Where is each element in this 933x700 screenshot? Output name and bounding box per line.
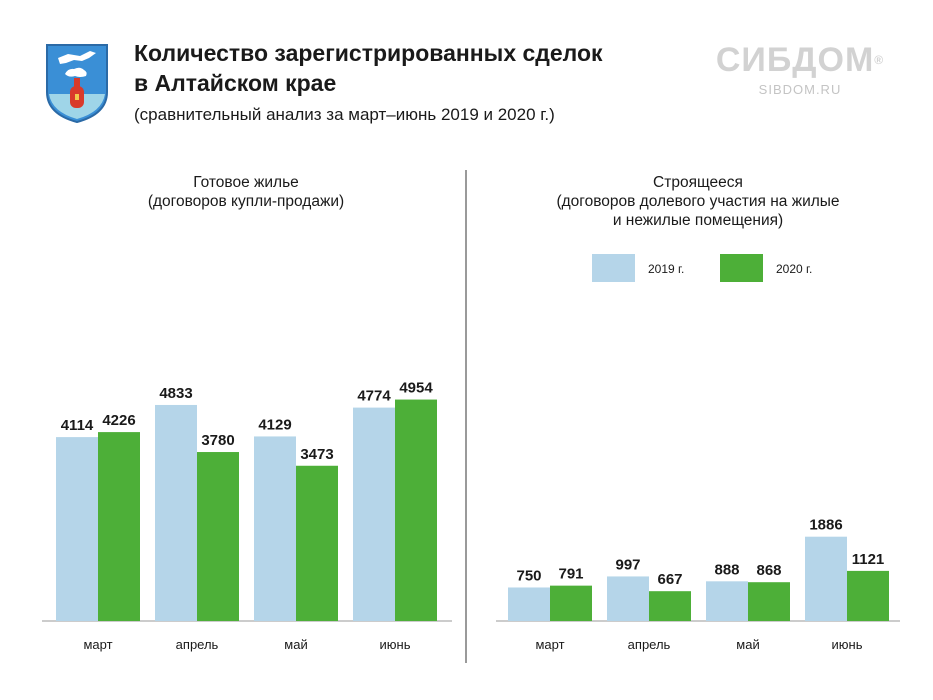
panel-title-construction-line-1: Строящееся	[653, 174, 743, 191]
panel-title-construction-line-2: (договоров долевого участия на жилые	[556, 193, 840, 210]
bar-construction-2-2019	[706, 581, 748, 621]
x-tick-label-construction-3: июнь	[832, 637, 863, 652]
data-label-construction-1-2020: 667	[657, 571, 682, 588]
legend-swatch-2020	[720, 254, 763, 282]
data-label-construction-2-2020: 868	[756, 562, 781, 579]
bar-construction-3-2020	[847, 570, 889, 621]
bar-construction-2-2020	[748, 582, 790, 621]
title-line-2: в Алтайском крае	[134, 70, 337, 96]
data-label-ready-0-2020: 4226	[102, 412, 135, 429]
brand-site: SIBDOM.RU	[758, 82, 842, 97]
data-label-construction-2-2019: 888	[714, 561, 739, 578]
bar-ready-2-2019	[254, 436, 296, 621]
data-label-ready-0-2019: 4114	[61, 417, 94, 434]
brand-logo: СИБДОМ® SIBDOM.RU	[700, 42, 900, 97]
brand-registered-mark: ®	[874, 53, 885, 67]
bar-construction-1-2020	[649, 591, 691, 621]
brand-name: СИБДОМ®	[700, 42, 900, 78]
altai-coat-of-arms-icon	[46, 44, 108, 124]
x-tick-label-construction-0: март	[535, 637, 564, 652]
panel-title-ready-line-1: Готовое жилье	[193, 174, 299, 191]
panel-divider	[465, 170, 467, 663]
panel-title-construction-line-3: и нежилые помещения)	[612, 212, 784, 229]
x-tick-label-ready-2: май	[284, 637, 307, 652]
bar-ready-0-2019	[56, 437, 98, 621]
bar-ready-2-2020	[296, 465, 338, 621]
data-label-ready-3-2019: 4774	[357, 388, 391, 405]
data-label-ready-2-2019: 4129	[258, 416, 291, 433]
bar-ready-3-2020	[395, 399, 437, 621]
title-line-1: Количество зарегистрированных сделок	[134, 40, 603, 66]
legend-swatch-2019	[592, 254, 635, 282]
panel-title-under-construction: Строящееся (договоров долевого участия н…	[508, 173, 888, 230]
data-label-construction-3-2019: 1886	[809, 517, 842, 534]
bar-construction-3-2019	[805, 536, 847, 621]
bar-ready-0-2020	[98, 432, 140, 621]
brand-name-text: СИБДОМ	[715, 41, 875, 79]
bar-construction-0-2019	[508, 587, 550, 621]
x-tick-label-construction-2: май	[736, 637, 759, 652]
data-label-ready-1-2019: 4833	[159, 385, 192, 402]
x-tick-label-construction-1: апрель	[628, 637, 671, 652]
bar-ready-1-2019	[155, 404, 197, 621]
bar-construction-0-2020	[550, 585, 592, 621]
x-tick-label-ready-1: апрель	[176, 637, 219, 652]
data-label-ready-2-2020: 3473	[300, 446, 333, 463]
legend-label-2019: 2019 г.	[648, 262, 685, 276]
panel-title-ready-housing: Готовое жилье (договоров купли-продажи)	[96, 173, 396, 211]
bar-construction-1-2019	[607, 576, 649, 621]
chart-title: Количество зарегистрированных сделок в А…	[134, 38, 654, 98]
data-label-construction-0-2020: 791	[558, 566, 583, 583]
data-label-ready-1-2020: 3780	[201, 432, 234, 449]
data-label-construction-3-2020: 1121	[852, 551, 885, 568]
chart-subtitle: (сравнительный анализ за март–июнь 2019 …	[134, 105, 555, 124]
data-label-construction-0-2019: 750	[516, 567, 541, 584]
data-label-ready-3-2020: 4954	[399, 380, 433, 397]
x-tick-label-ready-0: март	[83, 637, 112, 652]
bar-ready-3-2019	[353, 407, 395, 621]
x-tick-label-ready-3: июнь	[380, 637, 411, 652]
data-label-construction-1-2019: 997	[615, 556, 640, 573]
panel-title-ready-line-2: (договоров купли-продажи)	[147, 193, 345, 210]
legend-label-2020: 2020 г.	[776, 262, 813, 276]
bar-ready-1-2020	[197, 452, 239, 621]
